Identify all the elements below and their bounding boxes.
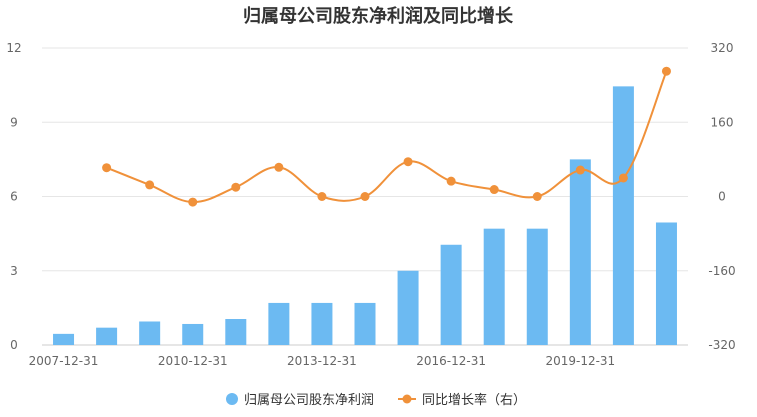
bar (526, 228, 548, 345)
legend-bar-marker (226, 393, 238, 405)
x-tick-label: 2019-12-31 (545, 354, 615, 368)
line-point (661, 66, 671, 76)
legend-bar-label: 归属母公司股东净利润 (244, 393, 374, 408)
x-tick-label: 2010-12-31 (158, 354, 228, 368)
legend-line-label: 同比增长率（右） (422, 392, 526, 408)
x-axis-ticks: 2007-12-31 2010-12-31 2013-12-31 2016-12-31… (29, 354, 616, 368)
line-series (102, 66, 671, 207)
legend: 归属母公司股东净利润 同比增长率（右） (226, 392, 526, 408)
line-point (489, 185, 499, 195)
line-point (274, 162, 284, 172)
line-point (403, 157, 413, 167)
left-tick-label: 0 (10, 338, 18, 352)
x-tick-label: 2016-12-31 (416, 354, 486, 368)
bar (440, 244, 462, 345)
line-point (446, 176, 456, 186)
left-tick-label: 12 (6, 41, 21, 55)
bar (96, 327, 118, 345)
line-point (618, 173, 628, 183)
line-point (575, 165, 585, 175)
bar (397, 270, 419, 345)
legend-item-line[interactable]: 同比增长率（右） (398, 392, 526, 408)
left-tick-label: 6 (10, 190, 18, 204)
right-tick-label: 160 (711, 115, 734, 129)
bar (53, 333, 75, 345)
right-axis-ticks: -320 -160 0 160 320 (708, 41, 735, 352)
right-tick-label: -160 (708, 264, 735, 278)
bar-series (53, 86, 677, 346)
line-point (145, 180, 155, 190)
bar (483, 228, 505, 345)
left-tick-label: 3 (10, 264, 18, 278)
left-tick-label: 9 (10, 115, 18, 129)
legend-item-bar[interactable]: 归属母公司股东净利润 (226, 393, 374, 408)
line-point (188, 197, 198, 207)
line-point (360, 192, 370, 201)
right-tick-label: 320 (711, 41, 734, 55)
bar (354, 302, 376, 345)
line-point (231, 182, 241, 192)
bar (268, 302, 290, 345)
right-tick-label: -320 (708, 338, 735, 352)
line-point (102, 163, 112, 173)
line-point (317, 192, 327, 201)
bar (655, 222, 677, 345)
x-tick-label: 2007-12-31 (29, 354, 99, 368)
legend-line-marker (402, 394, 412, 404)
bar (311, 302, 333, 345)
x-tick-label: 2013-12-31 (287, 354, 357, 368)
chart-title: 归属母公司股东净利润及同比增长 (243, 5, 514, 27)
right-tick-label: 0 (718, 190, 726, 204)
bar (569, 159, 591, 345)
bar (612, 86, 634, 346)
bar (139, 321, 161, 345)
bar (225, 319, 247, 345)
left-axis-ticks: 0 3 6 9 12 (6, 41, 21, 352)
bar (182, 323, 204, 345)
line-point (532, 192, 542, 201)
